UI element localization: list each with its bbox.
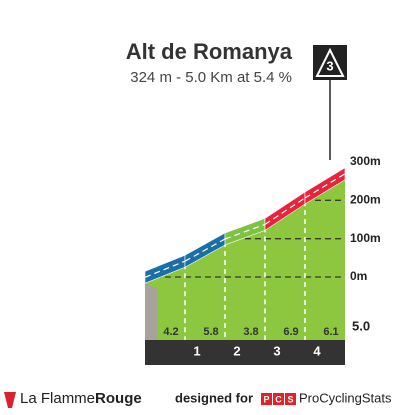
gradient-label: 6.9 (283, 326, 298, 338)
plot: 0m 100m 200m 300m 4.2 5.8 3.8 6.9 6.1 1 2 3 4 5.0 (144, 154, 381, 365)
y-tick-label: 0m (350, 269, 367, 283)
pcs-letter: S (287, 394, 293, 404)
gradient-label: 6.1 (323, 326, 338, 338)
pcs-letter: P (263, 394, 269, 404)
pcs-letter: C (275, 394, 282, 404)
brand-icon (4, 392, 16, 408)
chart-subtitle: 324 m - 5.0 Km at 5.4 % (130, 69, 292, 86)
x-tick-label: 4 (313, 343, 321, 358)
base (145, 340, 345, 365)
gradient-label: 3.8 (243, 326, 258, 338)
brand: La FlammeRouge (20, 390, 142, 407)
y-tick-label: 100m (350, 231, 381, 245)
category-label: 3 (326, 58, 333, 73)
segment-centerline (224, 223, 266, 240)
pcs-name: ProCyclingStats (299, 390, 392, 405)
gradient-label: 5.8 (203, 326, 218, 338)
brand-a: La Flamme (20, 390, 95, 407)
segment-centerline (264, 197, 306, 225)
brand-b: Rouge (95, 390, 142, 407)
x-tick-label: 1 (193, 343, 200, 358)
y-tick-label: 300m (350, 154, 381, 168)
x-tick-label: 2 (233, 343, 240, 358)
pcs-box (273, 393, 284, 405)
chart-title: Alt de Romanya (126, 39, 293, 64)
y-tick-label: 200m (350, 193, 381, 207)
segment-centerline (144, 260, 186, 278)
profile-side (145, 179, 345, 340)
designed-for: designed for (175, 390, 253, 405)
segment-centerline (184, 238, 226, 262)
badge-triangle (315, 47, 345, 77)
total-distance: 5.0 (352, 318, 370, 333)
pcs-box (285, 393, 296, 405)
x-tick-label: 3 (273, 343, 280, 358)
gradient-label: 4.2 (163, 326, 178, 338)
segment-centerline (304, 173, 346, 199)
pcs-box (261, 393, 272, 405)
